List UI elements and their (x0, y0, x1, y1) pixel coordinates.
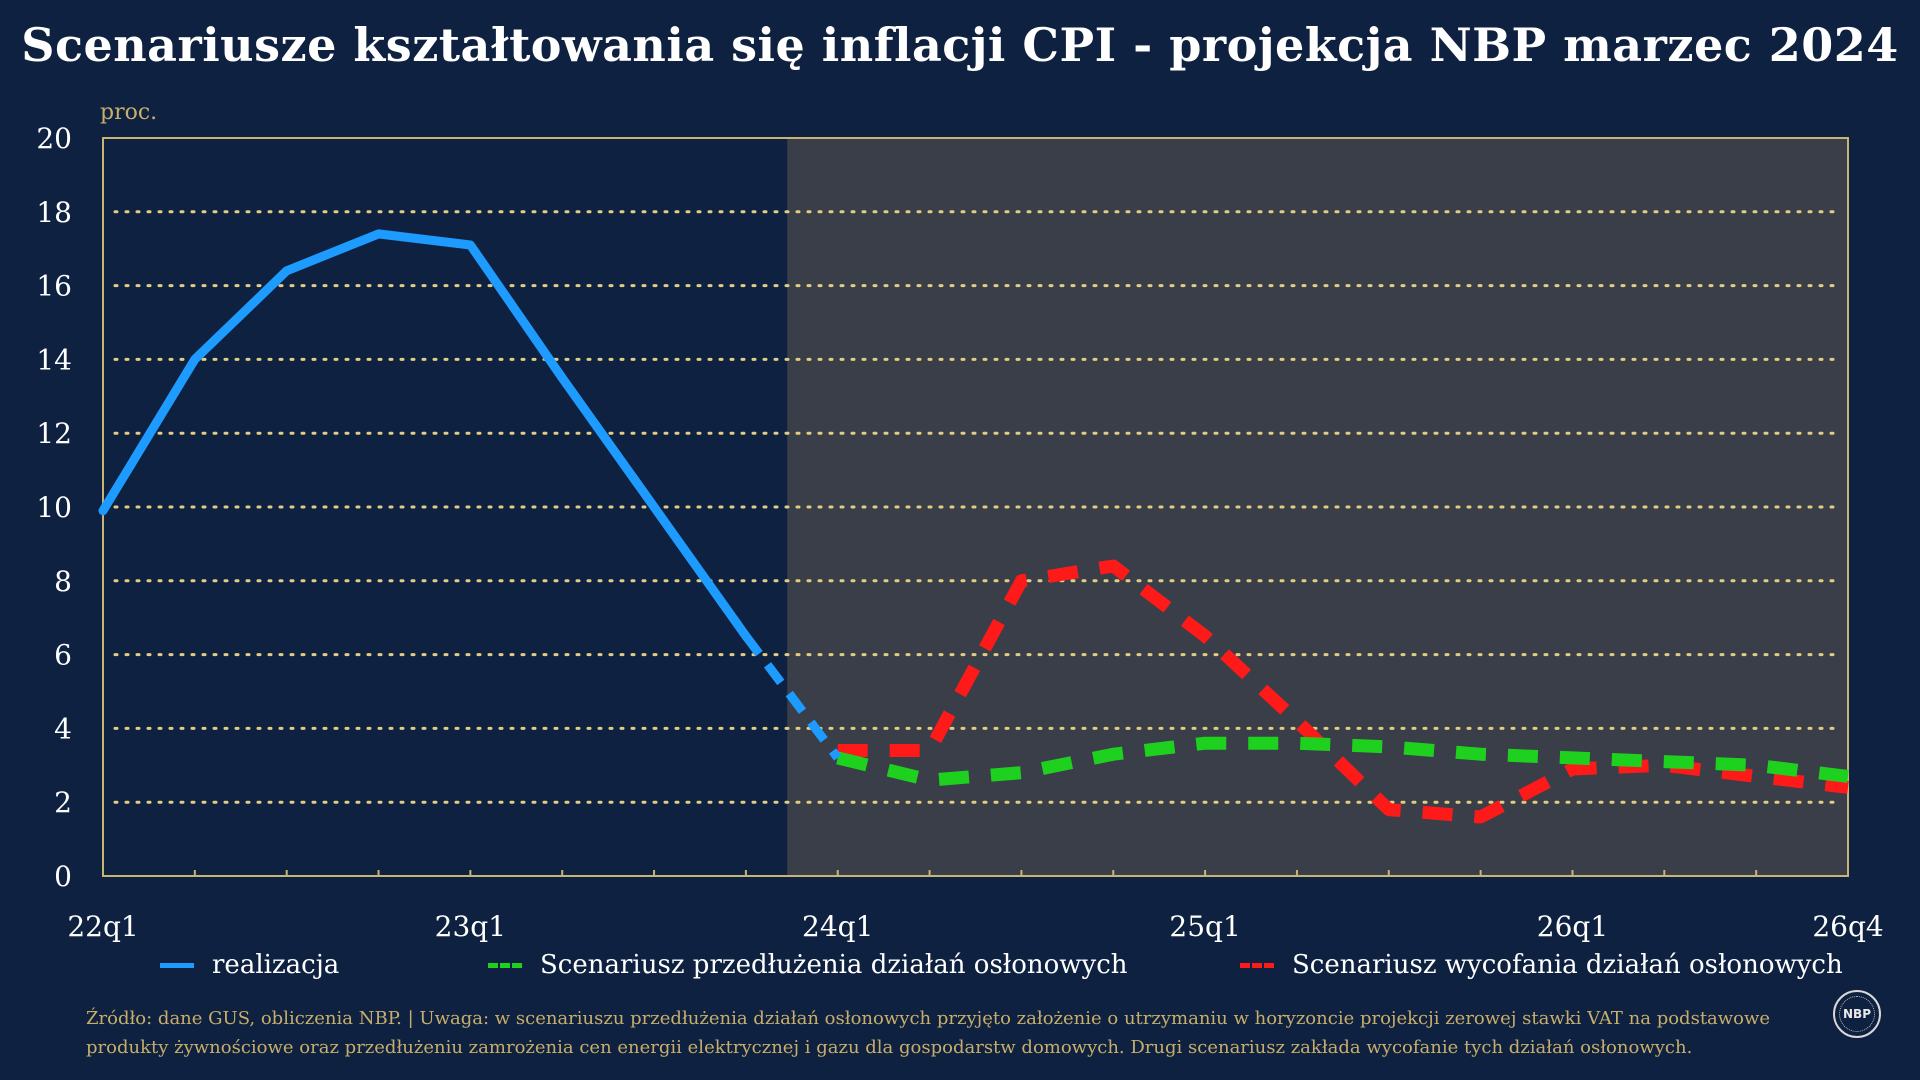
legend-swatch-wycofanie (1240, 962, 1274, 968)
series-0-projection-tail (742, 633, 842, 761)
y-tick-label-14: 14 (36, 343, 72, 376)
y-tick-label-20: 20 (36, 122, 72, 155)
y-tick-label-12: 12 (36, 417, 72, 450)
x-tick-label-25q1: 25q1 (1169, 910, 1240, 943)
series-0-line (98, 229, 751, 641)
series-lines (98, 229, 1849, 824)
y-tick-label-18: 18 (36, 196, 72, 229)
x-tick-label-26q4: 26q4 (1812, 910, 1883, 943)
source-footnote: Źródło: dane GUS, obliczenia NBP. | Uwag… (86, 1008, 1771, 1058)
y-tick-label-10: 10 (36, 491, 72, 524)
x-tick-label-22q1: 22q1 (67, 910, 138, 943)
x-tick-marks (193, 870, 1758, 876)
y-tick-label-16: 16 (36, 270, 72, 303)
chart-title: Scenariusze kształtowania się inflacji C… (21, 18, 1899, 72)
y-tick-label-4: 4 (54, 712, 72, 745)
x-tick-label-24q1: 24q1 (802, 910, 873, 943)
legend-label-wycofanie: Scenariusz wycofania działań osłonowych (1292, 950, 1843, 980)
legend-label-przedluzenie: Scenariusz przedłużenia działań osłonowy… (540, 950, 1128, 980)
y-tick-label-2: 2 (54, 786, 72, 819)
legend-item-realizacja: realizacja (160, 950, 339, 980)
y-axis-unit-label: proc. (100, 100, 157, 125)
y-tick-label-6: 6 (54, 639, 72, 672)
nbp-logo: NBP (1833, 990, 1881, 1038)
x-tick-label-26q1: 26q1 (1537, 910, 1608, 943)
series-1-line (836, 736, 1849, 787)
y-tick-label-0: 0 (54, 860, 72, 893)
grid-lines (113, 210, 1844, 804)
y-tick-label-8: 8 (54, 565, 72, 598)
legend-swatch-przedluzenie (488, 962, 522, 968)
legend-swatch-realizacja (160, 962, 194, 968)
legend: realizacja Scenariusz przedłużenia dział… (0, 950, 1920, 994)
axis-labels: 0 2 4 6 8 10 12 14 16 18 20 22q1 23q1 24q1 25q1 26q1 26q… (36, 122, 1883, 943)
legend-label-realizacja: realizacja (212, 950, 340, 980)
x-tick-label-23q1: 23q1 (435, 910, 506, 943)
legend-item-przedluzenie: Scenariusz przedłużenia działań osłonowy… (488, 950, 1128, 980)
legend-item-wycofanie: Scenariusz wycofania działań osłonowych (1240, 950, 1843, 980)
